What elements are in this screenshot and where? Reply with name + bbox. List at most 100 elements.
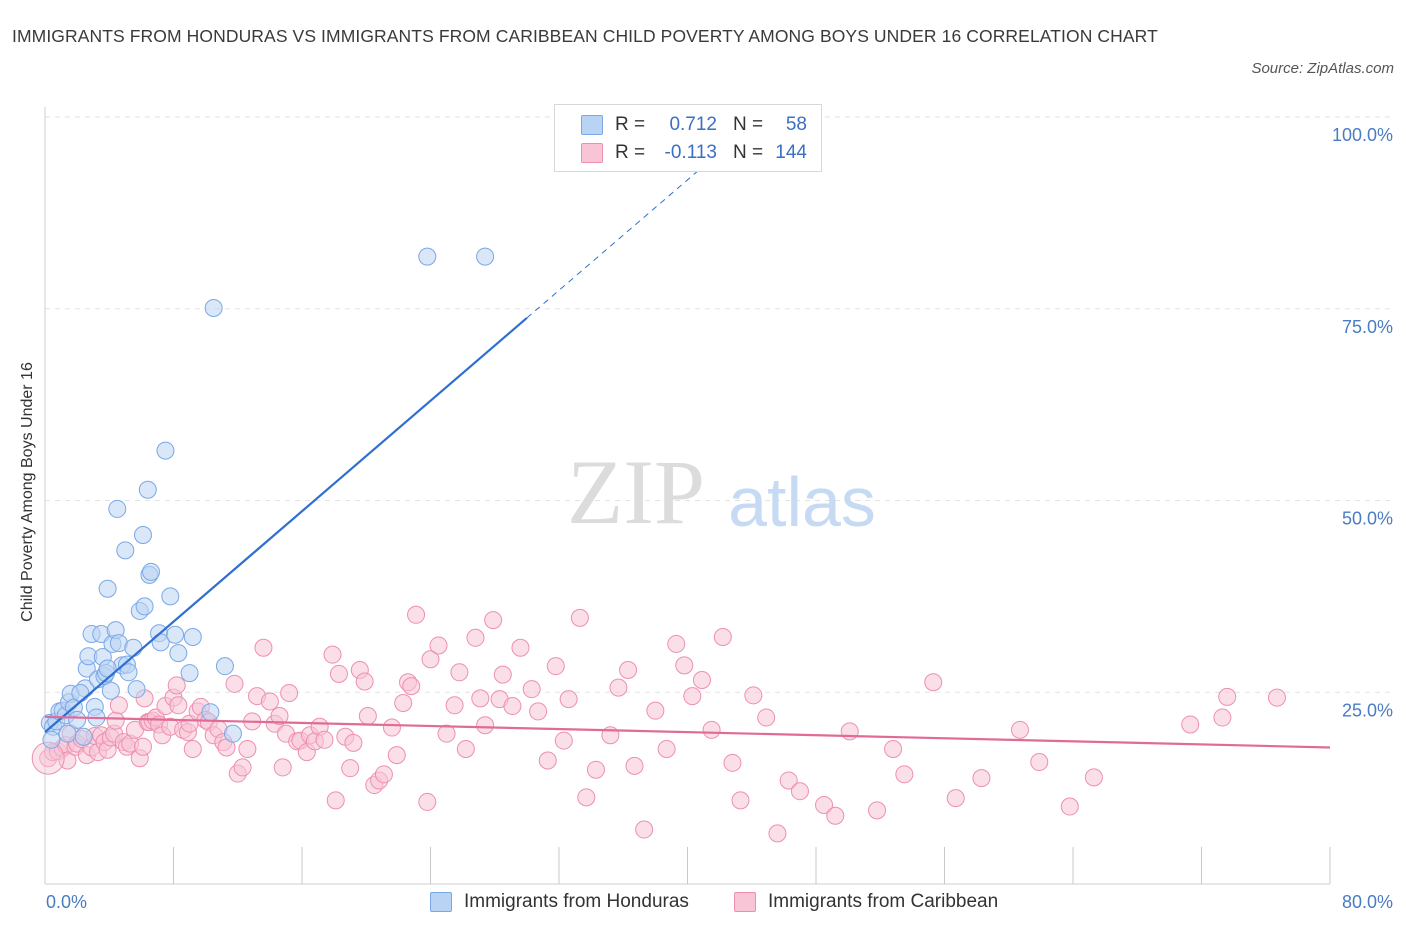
y-tick-label: 25.0% (1342, 700, 1393, 720)
caribbean-point (577, 788, 596, 807)
caribbean-point (884, 740, 903, 759)
legend-item-honduras[interactable]: Immigrants from Honduras (430, 888, 689, 916)
y-tick-label: 75.0% (1342, 317, 1393, 337)
caribbean-point (280, 684, 299, 703)
caribbean-point (109, 696, 128, 715)
caribbean-point (169, 696, 188, 715)
honduras-point (71, 684, 90, 703)
caribbean-point (183, 740, 202, 759)
honduras-point (418, 247, 437, 266)
honduras-points (40, 247, 495, 749)
watermark-atlas: atlas (728, 463, 876, 541)
caribbean-point (529, 702, 548, 721)
caribbean-swatch (734, 892, 756, 912)
caribbean-point (471, 689, 490, 708)
caribbean-point (713, 628, 732, 647)
caribbean-point (456, 740, 475, 759)
caribbean-point (924, 673, 943, 692)
source-label: Source: ZipAtlas.com (1251, 60, 1394, 77)
caribbean-point (1267, 688, 1286, 707)
caribbean-point (546, 657, 565, 676)
caribbean-point (341, 759, 360, 778)
honduras-point (74, 727, 93, 746)
caribbean-point (355, 672, 374, 691)
n-label: N = (733, 142, 764, 163)
honduras-point (108, 499, 127, 518)
honduras-point (119, 663, 138, 682)
y-tick-label: 100.0% (1332, 125, 1393, 145)
caribbean-point (657, 740, 676, 759)
legend-row-honduras: R = 0.712 N = 58 (581, 111, 807, 139)
n-label: N = (733, 114, 764, 135)
honduras-point (133, 526, 152, 545)
caribbean-point (768, 824, 787, 843)
tick-labels: 25.0% 50.0% 75.0% 100.0% 0.0% 80.0% (46, 125, 1393, 912)
caribbean-point (1030, 753, 1049, 772)
honduras-point (116, 541, 135, 560)
caribbean-point (570, 608, 589, 627)
honduras-swatch (581, 115, 603, 135)
honduras-trend-line (44, 317, 528, 733)
grid-lines (45, 116, 1394, 693)
legend-label-caribbean: Immigrants from Caribbean (768, 891, 999, 912)
caribbean-point (815, 795, 834, 814)
caribbean-point (429, 636, 448, 655)
caribbean-point (167, 676, 186, 695)
caribbean-point (484, 611, 503, 630)
caribbean-point (586, 760, 605, 779)
trend-lines (44, 151, 1331, 749)
caribbean-point (344, 733, 363, 752)
caribbean-point (323, 645, 342, 664)
caribbean-point (683, 687, 702, 706)
honduras-point (68, 710, 87, 729)
honduras-point (201, 703, 220, 722)
caribbean-point (273, 758, 292, 777)
caribbean-point (1213, 708, 1232, 727)
caribbean-point (946, 789, 965, 808)
caribbean-point (559, 690, 578, 709)
caribbean-point (790, 782, 809, 801)
n-value: 58 (785, 114, 807, 135)
caribbean-point (511, 638, 530, 657)
honduras-point (135, 597, 154, 616)
caribbean-point (757, 708, 776, 727)
r-value: 0.712 (669, 114, 717, 135)
caribbean-point (625, 756, 644, 775)
x-tick-label-max: 80.0% (1342, 892, 1393, 912)
axes (44, 107, 1331, 885)
honduras-point (127, 680, 146, 699)
caribbean-point (522, 680, 541, 699)
caribbean-point (402, 677, 421, 696)
honduras-trend-extension (526, 151, 720, 319)
honduras-point (98, 579, 117, 598)
chart-title: IMMIGRANTS FROM HONDURAS VS IMMIGRANTS F… (12, 26, 1158, 46)
honduras-point (215, 657, 234, 676)
caribbean-point (260, 692, 279, 711)
caribbean-point (840, 722, 859, 741)
caribbean-point (445, 696, 464, 715)
caribbean-point (692, 670, 711, 689)
legend-item-caribbean[interactable]: Immigrants from Caribbean (734, 888, 998, 916)
caribbean-point (493, 665, 512, 684)
caribbean-point (225, 674, 244, 693)
r-label: R = (615, 142, 646, 163)
watermark-zip: ZIP (567, 441, 705, 543)
caribbean-point (731, 791, 750, 810)
caribbean-point (418, 792, 437, 811)
watermark: ZIP atlas (567, 441, 876, 543)
caribbean-point (779, 771, 798, 790)
legend-row-caribbean: R = -0.113 N = 144 (581, 139, 807, 167)
honduras-point (138, 480, 157, 499)
honduras-point (223, 724, 242, 743)
caribbean-point (387, 746, 406, 765)
honduras-point (58, 724, 77, 743)
caribbean-point (1084, 768, 1103, 787)
caribbean-point (238, 740, 257, 759)
r-label: R = (615, 114, 646, 135)
caribbean-point (675, 656, 694, 675)
honduras-point (166, 625, 185, 644)
honduras-point (156, 441, 175, 460)
caribbean-point (1218, 687, 1237, 706)
caribbean-point (476, 716, 495, 735)
caribbean-point (744, 686, 763, 705)
